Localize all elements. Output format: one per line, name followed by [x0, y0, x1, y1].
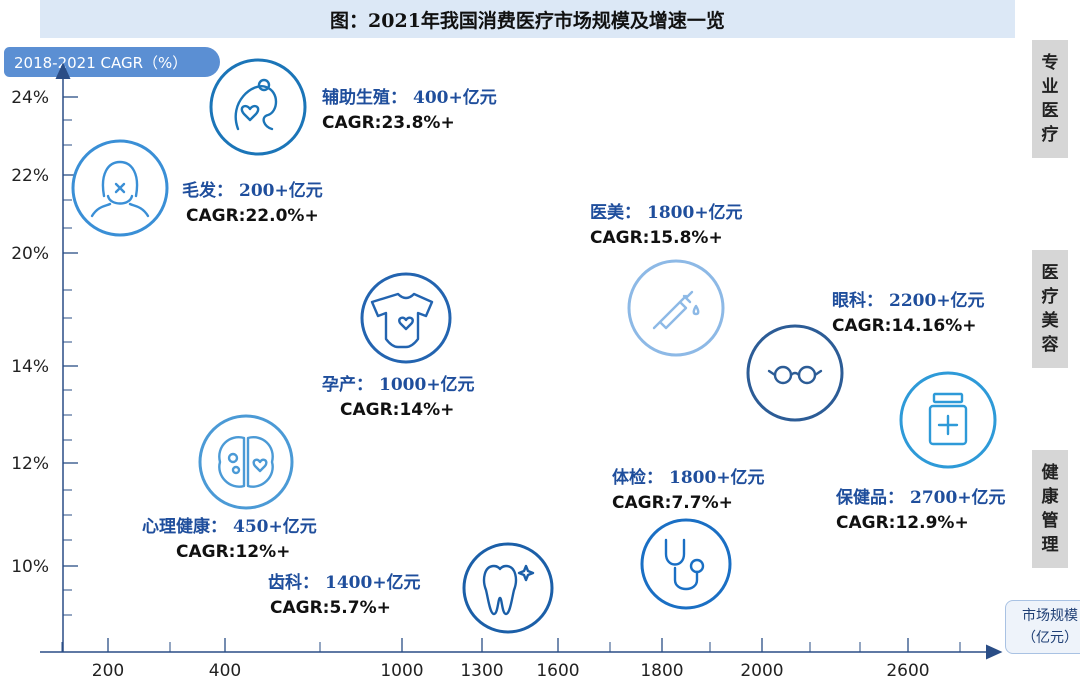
x-tick-label: 2600 [886, 661, 929, 681]
data-point: 眼科： 2200+亿元 CAGR:14.16%+ [746, 290, 985, 422]
stethoscope-icon [664, 538, 705, 591]
point-market-size: 1000+亿元 [379, 374, 475, 395]
point-market-size: 200+亿元 [239, 180, 323, 201]
point-label-cagr: CAGR:7.7%+ [612, 493, 733, 513]
point-label-name: 毛发： 200+亿元 [182, 180, 323, 201]
side-tag-professional: 专 业 医 疗 [1032, 40, 1068, 158]
side-tag-char: 美 [1041, 311, 1059, 331]
x-tick-label: 1000 [380, 661, 423, 681]
point-marker [360, 272, 452, 364]
y-tick-label: 10% [11, 557, 49, 577]
side-tag-aesthetic: 医 疗 美 容 [1032, 250, 1068, 368]
y-tick-label: 24% [11, 88, 49, 108]
y-tick-label: 12% [11, 454, 49, 474]
medicine-bottle-icon [928, 392, 968, 446]
data-point: 体检： 1800+亿元 CAGR:7.7%+ [612, 467, 765, 610]
syringe-icon [652, 290, 700, 330]
point-label-name: 医美： 1800+亿元 [590, 202, 743, 223]
brain-icon [218, 436, 274, 488]
x-tick-label: 2000 [740, 661, 783, 681]
side-tag-char: 容 [1041, 335, 1059, 355]
point-marker [198, 414, 294, 510]
y-tick-label: 14% [11, 357, 49, 377]
chart-title: 图：2021年我国消费医疗市场规模及增速一览 [40, 0, 1015, 38]
side-tag-char: 疗 [1041, 287, 1059, 307]
point-label-cagr: CAGR:12%+ [176, 542, 290, 562]
side-tag-health-management: 健 康 管 理 [1032, 450, 1068, 568]
data-point: 孕产： 1000+亿元 CAGR:14%+ [322, 272, 475, 420]
side-tag-char: 理 [1041, 535, 1059, 555]
fertility-icon [234, 78, 278, 131]
side-tag-char: 专 [1041, 53, 1059, 73]
point-market-size: 2700+亿元 [910, 487, 1006, 508]
x-tick-label: 1800 [640, 661, 683, 681]
data-point: 保健品： 2700+亿元 CAGR:12.9%+ [835, 371, 1006, 533]
point-name: 心理健康： [142, 516, 227, 537]
point-name: 毛发： [182, 180, 233, 201]
point-market-size: 1400+亿元 [325, 572, 421, 593]
point-market-size: 1800+亿元 [647, 202, 743, 223]
point-label-name: 眼科： 2200+亿元 [832, 290, 985, 311]
baby-onesie-icon [370, 292, 434, 349]
point-label-cagr: CAGR:14.16%+ [832, 316, 977, 336]
point-label-name: 辅助生殖： 400+亿元 [322, 87, 497, 108]
data-point: 心理健康： 450+亿元 CAGR:12%+ [142, 414, 317, 562]
data-point: 医美： 1800+亿元 CAGR:15.8%+ [590, 202, 743, 357]
x-axis-title: 市场规模 （亿元） [1005, 600, 1080, 654]
point-name: 眼科： [832, 290, 883, 311]
side-tag-char: 健 [1041, 463, 1059, 483]
x-tick-label: 1600 [536, 661, 579, 681]
point-market-size: 450+亿元 [233, 516, 317, 537]
x-tick-label: 1300 [460, 661, 503, 681]
point-label-name: 齿科： 1400+亿元 [268, 572, 421, 593]
x-axis-title-line-2: （亿元） [1022, 630, 1078, 646]
side-tag-char: 疗 [1041, 125, 1059, 145]
point-marker [462, 542, 554, 634]
y-tick-label: 22% [11, 166, 49, 186]
point-market-size: 400+亿元 [413, 87, 497, 108]
data-point: 齿科： 1400+亿元 CAGR:5.7%+ [268, 542, 554, 634]
x-tick-label: 200 [92, 661, 124, 681]
glasses-icon [767, 365, 823, 385]
data-point: 毛发： 200+亿元 CAGR:22.0%+ [71, 139, 323, 237]
data-point: 辅助生殖： 400+亿元 CAGR:23.8%+ [209, 58, 497, 156]
point-label-name: 孕产： 1000+亿元 [322, 374, 475, 395]
point-label-cagr: CAGR:15.8%+ [590, 228, 723, 248]
point-marker [627, 259, 725, 357]
point-name: 辅助生殖： [322, 87, 407, 108]
point-label-cagr: CAGR:5.7%+ [270, 598, 391, 618]
point-label-cagr: CAGR:23.8%+ [322, 113, 455, 133]
point-label-cagr: CAGR:14%+ [340, 400, 454, 420]
x-axis-title-line-1: 市场规模 [1022, 608, 1078, 624]
point-market-size: 1800+亿元 [669, 467, 765, 488]
point-label-name: 心理健康： 450+亿元 [142, 516, 317, 537]
point-label-name: 保健品： 2700+亿元 [835, 487, 1006, 508]
point-name: 齿科： [268, 572, 319, 593]
point-market-size: 2200+亿元 [889, 290, 985, 311]
side-tag-char: 管 [1041, 511, 1059, 531]
x-tick-label: 400 [209, 661, 241, 681]
point-name: 保健品： [835, 487, 904, 508]
point-label-cagr: CAGR:22.0%+ [186, 206, 319, 226]
side-tag-char: 业 [1041, 77, 1059, 97]
side-tag-char: 医 [1041, 263, 1059, 283]
y-tick-label: 20% [11, 244, 49, 264]
point-name: 医美： [590, 202, 641, 223]
point-marker [640, 518, 732, 610]
side-tag-char: 医 [1041, 101, 1059, 121]
point-label-cagr: CAGR:12.9%+ [836, 513, 969, 533]
point-name: 孕产： [322, 374, 373, 395]
point-label-name: 体检： 1800+亿元 [612, 467, 765, 488]
side-tag-char: 康 [1041, 487, 1059, 507]
point-name: 体检： [612, 467, 663, 488]
tooth-icon [482, 564, 535, 616]
hair-icon [90, 160, 150, 218]
